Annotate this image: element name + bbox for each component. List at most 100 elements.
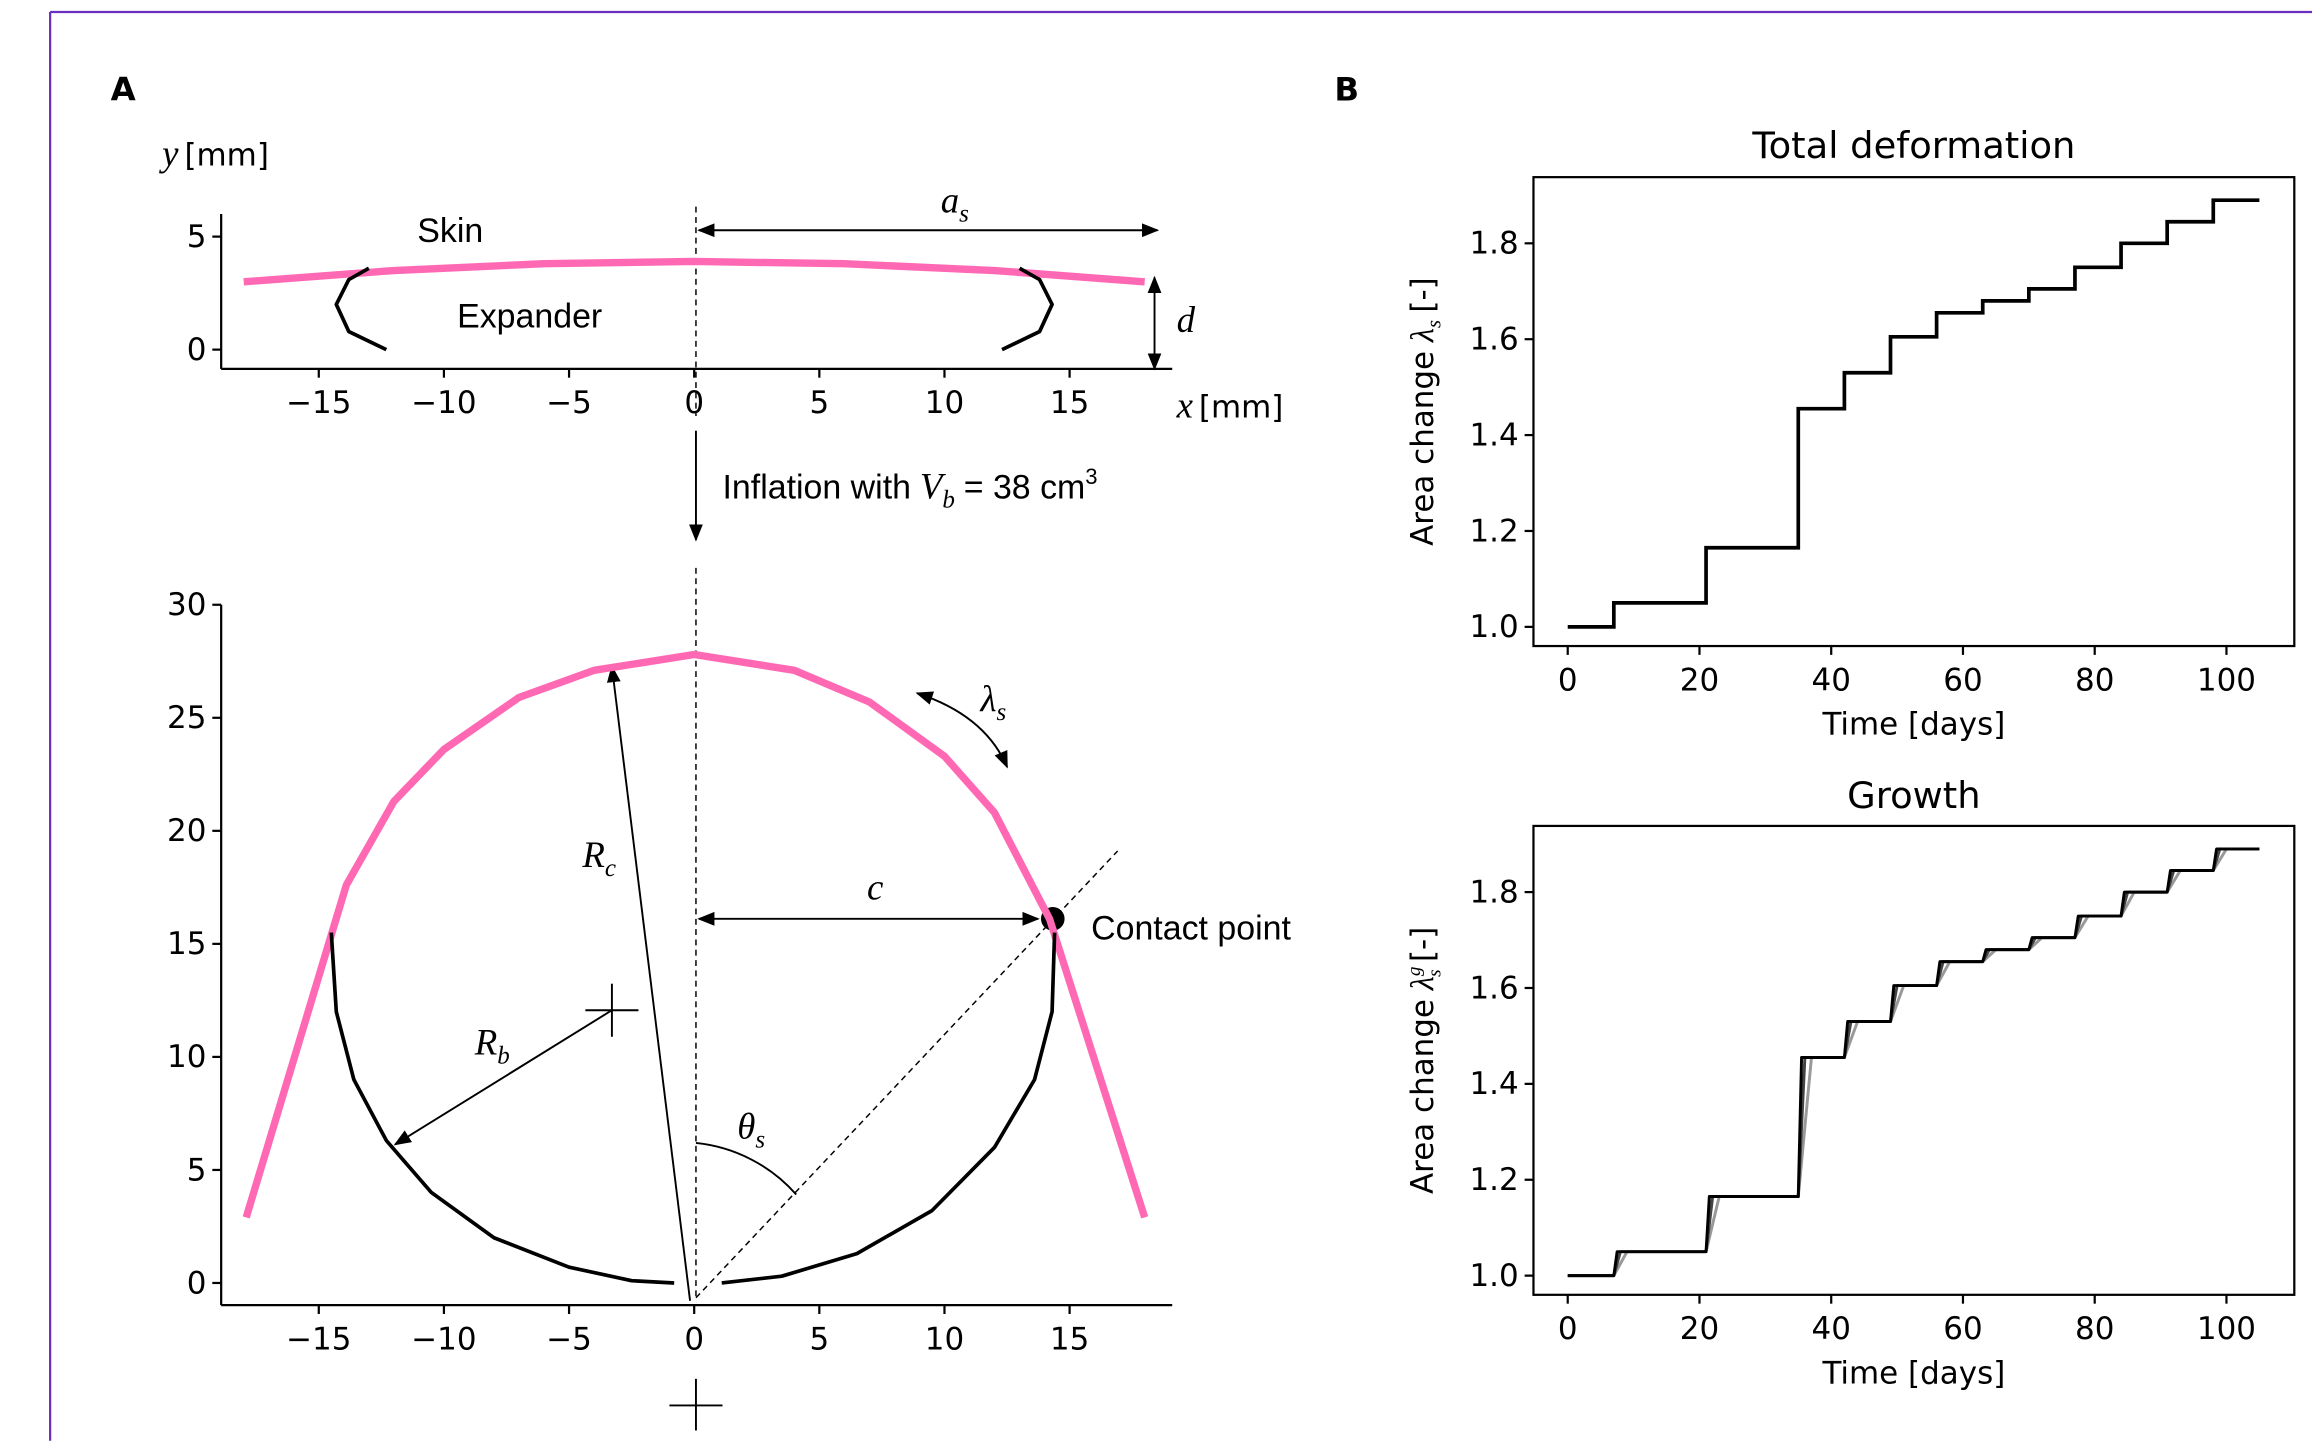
y-tick-label: 30 (167, 587, 206, 623)
series-line (334, 266, 1054, 352)
x-tick-label: 80 (2075, 662, 2114, 698)
y-tick-label: 1.0 (1469, 609, 1518, 645)
x-tick-label: −10 (411, 1321, 476, 1357)
x-axis-label: x [mm] (1176, 384, 1284, 425)
series-step (1567, 198, 2260, 629)
x-tick-label: 10 (925, 1321, 964, 1357)
arrow (606, 664, 692, 1301)
angle-arc (695, 1141, 797, 1196)
y-tick-label: 1.2 (1469, 513, 1518, 549)
y-axis-label: y [mm] (158, 132, 269, 173)
x-tick-label: 80 (2075, 1311, 2114, 1347)
text: = 38 cm (964, 469, 1086, 507)
subscript: s (997, 699, 1007, 726)
y-tick-label: 15 (167, 926, 206, 962)
x-tick-label: 0 (684, 385, 704, 421)
subscript: c (605, 855, 616, 882)
x-tick-label: 60 (1943, 662, 1982, 698)
y-tick-label: 25 (167, 700, 206, 736)
unit: [-] (1405, 277, 1441, 312)
arrow (915, 691, 1008, 769)
y-axis-label: Area change λs [-] (1405, 277, 1445, 546)
symbol: θ (737, 1106, 755, 1147)
x-axis-label: Time [days] (1821, 1355, 2005, 1391)
x-tick-label: 100 (2197, 1311, 2256, 1347)
x-tick-label: 15 (1050, 1321, 1089, 1357)
series-line (1567, 847, 2260, 1278)
plot-frame (1532, 176, 2296, 648)
y-tick-label: 1.4 (1469, 1066, 1518, 1102)
series-line (1567, 847, 2260, 1278)
symbol: R (581, 834, 605, 875)
chart-title: Growth (1847, 774, 1980, 817)
subscript: s (755, 1126, 765, 1153)
y-tick-label: 0 (187, 332, 207, 368)
subscript: s (959, 200, 969, 227)
symbol: a (941, 180, 959, 221)
superscript: g (1404, 966, 1425, 976)
annotation: as (941, 180, 969, 228)
symbol: λ (1405, 976, 1441, 991)
x-tick-label: 100 (2197, 662, 2256, 698)
x-tick-label: 5 (809, 1321, 829, 1357)
annotation: Inflation with Vb = 38 cm3 (722, 464, 1097, 514)
unit: [-] (1405, 927, 1441, 962)
unit: [mm] (1199, 389, 1283, 425)
symbol: λ (980, 678, 997, 719)
x-tick-label: 0 (1558, 662, 1578, 698)
x-tick-label: 5 (809, 385, 829, 421)
annotation: Skin (417, 212, 483, 250)
x-tick-label: 40 (1812, 662, 1851, 698)
y-tick-label: 20 (167, 813, 206, 849)
x-tick-label: 10 (925, 385, 964, 421)
x-tick-label: 20 (1680, 1311, 1719, 1347)
annotation: Contact point (1091, 909, 1291, 947)
annotation: λs (980, 678, 1007, 726)
y-tick-label: 1.6 (1469, 322, 1518, 358)
x-tick-label: −15 (286, 1321, 351, 1357)
text: Area change (1405, 999, 1441, 1194)
annotation: θs (737, 1106, 765, 1154)
y-tick-label: 1.4 (1469, 417, 1518, 453)
x-axis-label: Time [days] (1821, 707, 2005, 743)
series-line (242, 650, 1149, 1219)
superscript: 3 (1085, 464, 1097, 489)
annotation: d (1177, 299, 1196, 340)
text: Inflation with (722, 469, 910, 507)
x-tick-label: 20 (1680, 662, 1719, 698)
x-tick-label: −15 (286, 385, 351, 421)
subscript: s (1425, 969, 1446, 976)
text: Area change (1405, 351, 1441, 546)
symbol: y (158, 132, 179, 173)
x-tick-label: 0 (684, 1321, 704, 1357)
x-tick-label: 15 (1050, 385, 1089, 421)
symbol: V (920, 466, 947, 507)
chart-title: Total deformation (1751, 124, 2075, 167)
series-line (243, 257, 1145, 286)
subscript: s (1424, 320, 1446, 328)
symbol: R (474, 1021, 498, 1062)
arrow (393, 1009, 613, 1146)
panel-label: B (1334, 70, 1359, 108)
y-tick-label: 1.0 (1469, 1258, 1518, 1294)
subscript: b (942, 486, 955, 513)
plot-frame (1532, 824, 2296, 1296)
symbol: λ (1405, 328, 1441, 343)
x-tick-label: 60 (1943, 1311, 1982, 1347)
y-tick-label: 1.2 (1469, 1162, 1518, 1198)
x-tick-label: 40 (1812, 1311, 1851, 1347)
annotation: Rb (474, 1021, 510, 1069)
y-tick-label: 1.8 (1469, 874, 1518, 910)
y-tick-label: 10 (167, 1039, 206, 1075)
panel-label: A (111, 70, 136, 108)
symbol: x (1176, 384, 1194, 425)
x-tick-label: −5 (546, 385, 592, 421)
unit: [mm] (184, 137, 268, 173)
y-tick-label: 5 (187, 1152, 207, 1188)
series-line (1567, 847, 2260, 1278)
x-tick-label: 0 (1558, 1311, 1578, 1347)
y-tick-label: 1.6 (1469, 970, 1518, 1006)
subscript: b (497, 1042, 510, 1069)
annotation: Expander (457, 298, 602, 336)
x-tick-label: −10 (411, 385, 476, 421)
